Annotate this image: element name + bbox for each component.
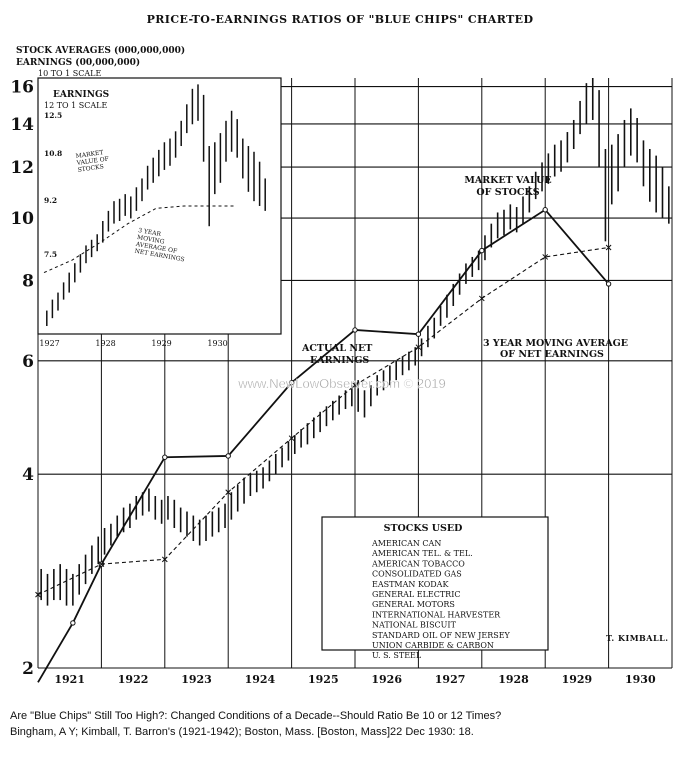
moving-average-annotation: 3 YEAR MOVING AVERAGE OF NET EARNINGS — [483, 338, 628, 360]
moving-average-label-1: 3 YEAR MOVING AVERAGE — [483, 338, 628, 349]
stocks-used-frame — [321, 516, 549, 651]
x-tick-1928: 1928 — [498, 673, 529, 686]
ylabel-line-1: STOCK AVERAGES (000,000,000) — [16, 45, 185, 56]
inset-ma-label-2: MOVING — [136, 234, 165, 246]
x-tick-1929: 1929 — [562, 673, 593, 686]
moving-average-point-1 — [98, 561, 105, 567]
inset-x-tick-labels: 1927 1928 1929 1930 — [39, 339, 227, 348]
y-tick-16: 16 — [10, 78, 34, 98]
market-value-label-1: MARKET VALUE — [464, 175, 551, 186]
x-tick-1922: 1922 — [118, 673, 149, 686]
y-tick-2: 2 — [22, 659, 34, 679]
inset-y-tick-labels: 7.5 9.2 10.8 12.5 — [44, 111, 62, 259]
stock-item: AMERICAN TOBACCO — [371, 559, 465, 568]
moving-average-point-8 — [542, 254, 549, 260]
net-earnings-point-1 — [70, 620, 76, 626]
caption-title: Are "Blue Chips" Still Too High?: Change… — [10, 710, 502, 722]
stock-item: NATIONAL BISCUIT — [372, 621, 457, 630]
inset-title-line-1: EARNINGS — [53, 90, 109, 100]
inset-ma-label-1: 3 YEAR — [138, 227, 162, 238]
inset-market-value-label: MARKET VALUE OF STOCKS — [75, 149, 109, 174]
inset-mv-label-3: STOCKS — [77, 163, 104, 174]
moving-average-point-9 — [605, 244, 612, 251]
inset-x-tick-1927: 1927 — [39, 339, 59, 348]
inset-x-tick-1930: 1930 — [207, 339, 227, 348]
stocks-used-title: STOCKS USED — [384, 523, 463, 534]
stock-item: STANDARD OIL OF NEW JERSEY — [372, 631, 511, 640]
actual-net-label-1: ACTUAL NET — [301, 343, 372, 354]
ylabel-line-2: EARNINGS (00,000,000) — [16, 57, 140, 68]
moving-average-points — [35, 244, 612, 598]
stock-item: CONSOLIDATED GAS — [372, 570, 462, 579]
stock-item: GENERAL MOTORS — [372, 600, 455, 609]
net-earnings-point-7 — [415, 331, 422, 337]
moving-average-point-7 — [478, 295, 485, 302]
stock-item: GENERAL ELECTRIC — [372, 590, 460, 599]
x-tick-1925: 1925 — [308, 673, 339, 686]
inset-y-tick-7.5: 7.5 — [44, 250, 57, 259]
inset-y-tick-12.5: 12.5 — [44, 111, 62, 120]
moving-average-point-5 — [352, 382, 358, 389]
pe-ratio-chart: PRICE-TO-EARNINGS RATIOS OF "BLUE CHIPS"… — [10, 13, 673, 686]
stock-item: EASTMAN KODAK — [372, 580, 449, 589]
y-tick-6: 6 — [22, 352, 34, 372]
net-earnings-point-9 — [542, 207, 548, 213]
moving-average-point-3 — [225, 489, 232, 496]
inset-y-tick-10.8: 10.8 — [44, 149, 62, 158]
y-tick-10: 10 — [10, 209, 34, 229]
x-tick-1926: 1926 — [371, 673, 402, 686]
moving-average-label-2: OF NET EARNINGS — [500, 349, 604, 360]
y-tick-4: 4 — [22, 465, 34, 485]
net-earnings-point-6 — [352, 327, 358, 333]
net-earnings-point-5 — [288, 379, 295, 386]
y-tick-labels: 2 4 6 8 10 12 14 16 — [10, 78, 34, 679]
caption-citation: Bingham, A Y; Kimball, T. Barron's (1921… — [10, 726, 474, 738]
watermark: www.NewLowObserver.com © 2019 — [237, 376, 446, 391]
actual-net-annotation: ACTUAL NET EARNINGS — [301, 343, 372, 366]
inset-moving-average-line — [43, 205, 235, 274]
market-value-label-2: OF STOCKS — [476, 187, 539, 198]
moving-average-point-2 — [161, 556, 168, 563]
chart-title: PRICE-TO-EARNINGS RATIOS OF "BLUE CHIPS"… — [147, 13, 534, 26]
inset-x-tick-1929: 1929 — [151, 339, 171, 348]
x-tick-1923: 1923 — [181, 673, 212, 686]
stock-item: INTERNATIONAL HARVESTER — [372, 610, 501, 619]
signature: T. KIMBALL. — [606, 633, 669, 643]
net-earnings-point-4 — [225, 453, 231, 459]
inset-frame — [37, 77, 282, 335]
stock-item: U. S. STEEL — [372, 651, 422, 660]
inset-chart: EARNINGS 12 TO 1 SCALE 7.5 9.2 10.8 12.5 19… — [37, 77, 282, 348]
actual-net-label-2: EARNINGS — [310, 355, 369, 366]
inset-mv-label-1: MARKET — [75, 149, 104, 160]
stock-item: AMERICAN TEL. & TEL. — [371, 549, 473, 558]
moving-average-line — [37, 246, 609, 596]
y-tick-8: 8 — [22, 271, 34, 291]
x-tick-1924: 1924 — [245, 673, 276, 686]
x-tick-1921: 1921 — [54, 673, 85, 686]
ylabel-line-3: 10 TO 1 SCALE — [38, 69, 101, 78]
y-tick-14: 14 — [10, 115, 34, 135]
net-earnings-point-10 — [605, 281, 612, 287]
x-tick-1930: 1930 — [625, 673, 656, 686]
inset-y-tick-9.2: 9.2 — [44, 196, 57, 205]
x-tick-labels: 1921 1922 1923 1924 1925 1926 1927 1928 1929 1930 — [54, 673, 656, 686]
inset-title-line-2: 12 TO 1 SCALE — [44, 101, 107, 110]
stock-item: AMERICAN CAN — [371, 539, 441, 548]
moving-average-point-4 — [288, 435, 295, 442]
market-value-annotation: MARKET VALUE OF STOCKS — [464, 175, 551, 198]
x-tick-1927: 1927 — [435, 673, 466, 686]
inset-market-value-bars — [46, 84, 266, 326]
inset-mv-label-2: VALUE OF — [75, 155, 109, 167]
net-earnings-point-8 — [479, 247, 485, 254]
net-earnings-point-3 — [162, 454, 168, 460]
moving-average-point-6 — [415, 344, 422, 351]
stock-item: UNION CARBIDE & CARBON — [372, 641, 494, 650]
y-tick-12: 12 — [10, 158, 34, 178]
moving-average-point-0 — [35, 591, 41, 598]
inset-x-tick-1928: 1928 — [95, 339, 115, 348]
